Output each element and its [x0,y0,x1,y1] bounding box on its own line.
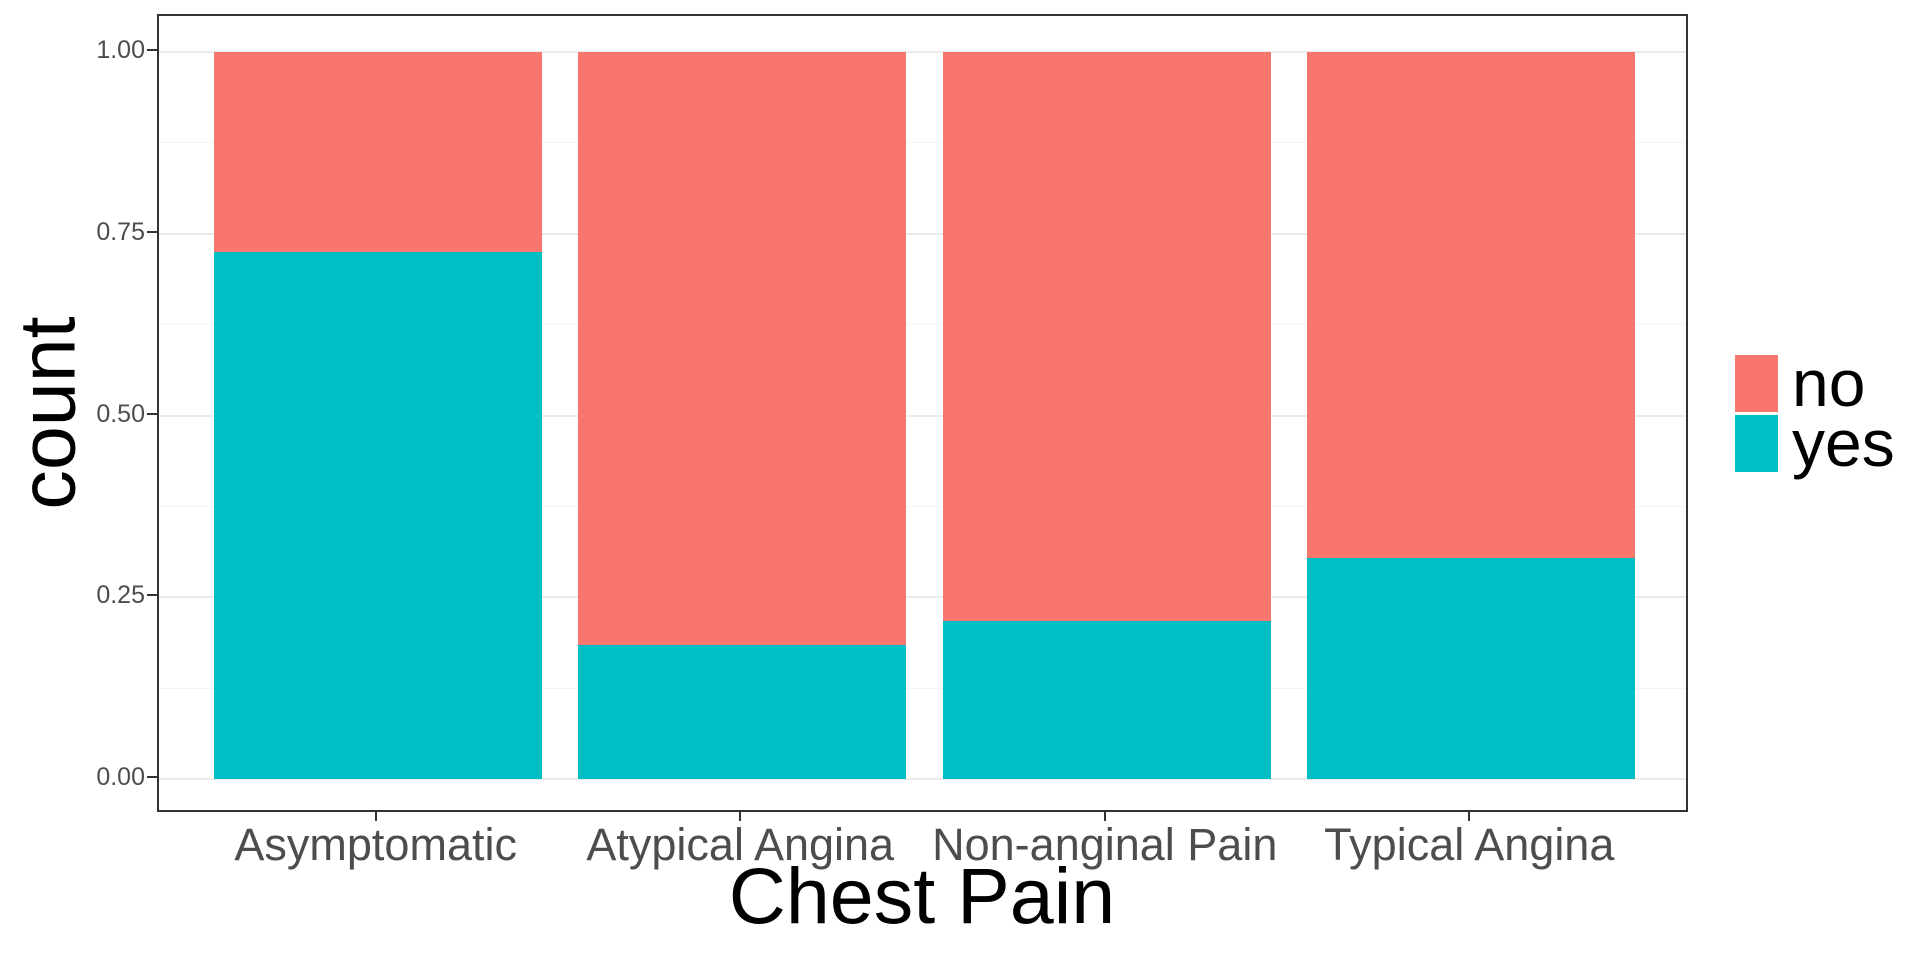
gridline-minor [159,687,1686,689]
y-axis-tick [147,594,157,597]
y-axis-tick [147,230,157,233]
y-axis-tick-label: 1.00 [96,36,145,64]
x-axis-tick [739,812,742,821]
bar-column [942,52,1271,779]
y-axis-tick-label: 0.25 [96,581,145,610]
x-axis-title: Chest Pain [728,851,1116,940]
bar-segment-no [578,52,907,646]
y-axis-tick-label: 0.75 [96,217,145,246]
x-axis-tick-label: Non-anginal Pain [932,819,1278,870]
gridline-minor [159,324,1686,326]
y-axis-tick [147,776,157,778]
legend-label: no [1792,346,1866,420]
gridline-major [159,596,1686,599]
legend-label: yes [1792,406,1895,480]
bar-column [213,52,542,779]
legend: no yes [1735,346,1895,480]
bar-column [1307,52,1636,779]
x-axis-tick-label: Atypical Angina [586,819,895,870]
gridline-major [159,414,1686,417]
y-axis-tick-label: 0.00 [96,763,145,791]
x-axis-tick [374,812,377,821]
legend-swatch-no [1735,355,1778,412]
gridline-minor [159,142,1686,144]
bar-segment-no [1307,52,1636,558]
gridline-minor [159,505,1686,507]
y-axis-tick-label: 0.50 [96,399,145,428]
legend-item: no [1735,346,1895,420]
x-axis-tick-label: Typical Angina [1324,819,1615,870]
bar-segment-no [942,52,1271,621]
chart-panel [157,14,1688,812]
gridline-major [159,778,1686,780]
x-axis-tick [1103,812,1106,821]
bar-column [578,52,907,779]
x-axis-tick [1468,812,1471,821]
legend-item: yes [1735,406,1895,480]
legend-swatch-yes [1735,415,1778,472]
bar-segment-yes [1307,557,1636,779]
y-axis-tick [147,49,157,51]
y-axis-tick [147,412,157,415]
bar-segment-yes [578,645,907,779]
gridline-major [159,232,1686,235]
x-axis-tick-label: Asymptomatic [234,819,517,870]
bar-segment-yes [213,251,542,779]
bar-segment-no [213,52,542,252]
bar-segment-yes [942,620,1271,779]
gridline-major [159,51,1686,53]
